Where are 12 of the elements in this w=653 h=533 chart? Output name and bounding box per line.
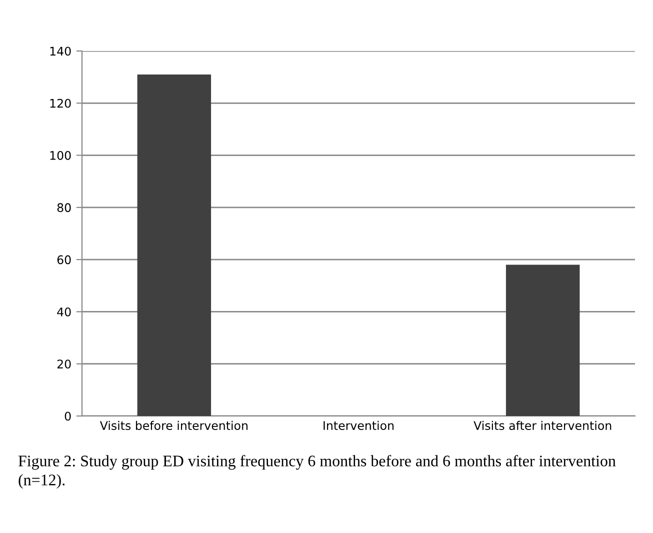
y-tick-label: 100: [50, 151, 71, 160]
y-tick-label: 40: [57, 307, 71, 316]
y-tick-label: 140: [50, 46, 71, 56]
y-tick-label: 120: [50, 98, 71, 108]
y-tick-label: 0: [64, 412, 71, 421]
x-tick-label: Visits after intervention: [474, 420, 612, 430]
y-tick-label: 80: [57, 203, 71, 212]
y-tick-label: 60: [57, 255, 71, 264]
y-tick-label: 20: [57, 360, 71, 369]
x-tick-label: Visits before intervention: [100, 420, 248, 430]
x-tick-label: Intervention: [324, 420, 394, 430]
caption: Figure 2: Study group ED visiting frequency 6 months before and 6 months after intervention (n=12).: [18, 455, 616, 489]
